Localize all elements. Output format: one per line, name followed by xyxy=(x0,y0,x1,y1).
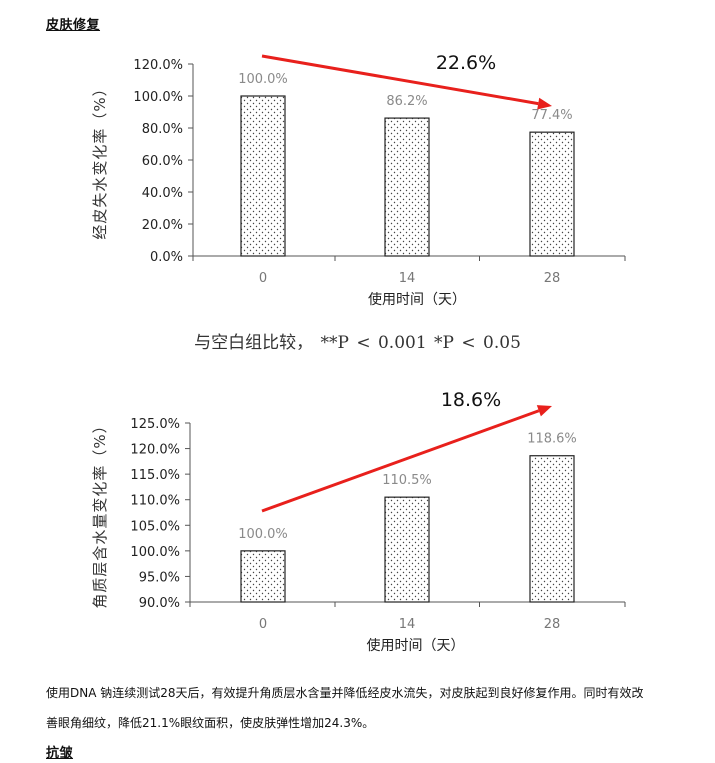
chart-stratum-corneum-hydration: 90.0% 95.0% 100.0% 105.0% 110.0% 115.0% 120.0%… xyxy=(91,389,626,654)
y-tick-label: 60.0% xyxy=(142,154,183,169)
bar xyxy=(384,117,430,257)
bar-value-label: 118.6% xyxy=(527,432,577,447)
bar xyxy=(529,455,575,603)
change-annotation: 22.6% xyxy=(436,52,496,74)
y-tick-label: 105.0% xyxy=(130,519,180,534)
y-tick-label: 125.0% xyxy=(130,417,180,432)
significance-note: 与空白组比较， **P < 0.001 *P < 0.05 xyxy=(194,333,521,353)
bar-value-label: 100.0% xyxy=(238,72,288,87)
y-tick-label: 100.0% xyxy=(130,545,180,560)
chart-transepidermal-water-loss: 0.0% 20.0% 40.0% 60.0% 80.0% 100.0% 120.0% 100.… xyxy=(91,52,626,308)
y-tick-label: 110.0% xyxy=(130,494,180,509)
bar-value-label: 110.5% xyxy=(382,473,432,488)
y-tick-label: 90.0% xyxy=(139,596,180,611)
bar xyxy=(240,95,286,257)
x-tick-label: 14 xyxy=(399,617,416,632)
x-tick-label: 0 xyxy=(259,271,267,286)
description-line-1: 使用DNA 钠连续测试28天后，有效提升角质层水含量并降低经皮水流失，对皮肤起到… xyxy=(46,686,644,700)
y-tick-label: 100.0% xyxy=(133,90,183,105)
y-axis-title: 角质层含水量变化率（%） xyxy=(91,417,109,608)
bar xyxy=(529,131,575,257)
y-tick-label: 0.0% xyxy=(150,250,183,265)
x-tick-label: 28 xyxy=(544,271,561,286)
bar xyxy=(384,496,430,603)
x-tick-label: 14 xyxy=(399,271,416,286)
section-heading-skin-repair: 皮肤修复 xyxy=(46,18,101,33)
description-line-2: 善眼角细纹，降低21.1%眼纹面积，使皮肤弹性增加24.3%。 xyxy=(46,716,375,730)
y-tick-label: 120.0% xyxy=(130,443,180,458)
y-tick-label: 80.0% xyxy=(142,122,183,137)
y-tick-label: 115.0% xyxy=(130,468,180,483)
y-tick-label: 40.0% xyxy=(142,186,183,201)
y-axis-title: 经皮失水变化率（%） xyxy=(91,80,109,239)
x-axis-title: 使用时间（天） xyxy=(367,637,465,654)
bar-value-label: 86.2% xyxy=(386,94,427,109)
y-tick-label: 20.0% xyxy=(142,218,183,233)
bar xyxy=(240,550,286,603)
y-tick-label: 120.0% xyxy=(133,58,183,73)
x-tick-label: 28 xyxy=(544,617,561,632)
trend-arrow-line xyxy=(261,54,539,106)
description-paragraph: 使用DNA 钠连续测试28天后，有效提升角质层水含量并降低经皮水流失，对皮肤起到… xyxy=(46,678,686,738)
section-heading-anti-wrinkle: 抗皱 xyxy=(46,746,74,761)
bar-value-label: 100.0% xyxy=(238,527,288,542)
trend-arrow-head xyxy=(537,97,552,110)
x-axis-title: 使用时间（天） xyxy=(368,291,466,308)
change-annotation: 18.6% xyxy=(441,389,501,411)
y-tick-label: 95.0% xyxy=(139,570,180,585)
bar-value-label: 77.4% xyxy=(531,108,572,123)
trend-arrow-line xyxy=(261,409,540,513)
trend-arrow-head xyxy=(536,405,552,417)
x-tick-label: 0 xyxy=(259,617,267,632)
